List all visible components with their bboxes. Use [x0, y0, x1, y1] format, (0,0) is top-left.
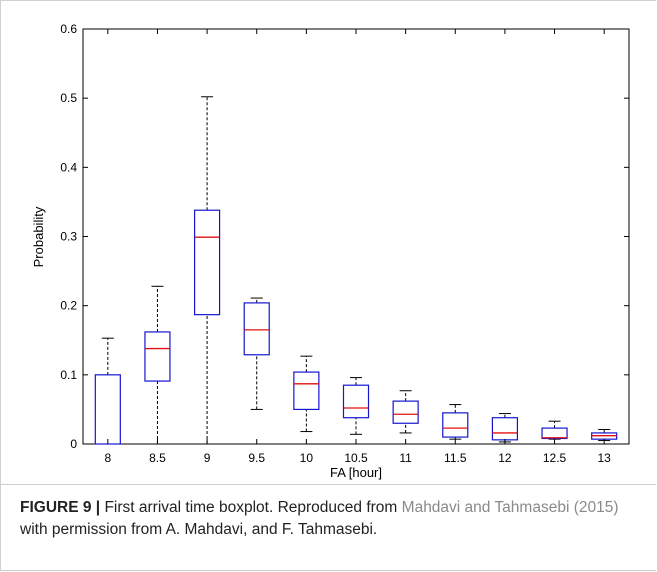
x-axis-label: FA [hour]	[330, 465, 382, 480]
iqr-box	[243, 302, 270, 356]
y-tick-label: 0.2	[60, 299, 77, 313]
box-9	[193, 96, 221, 445]
caption-label: FIGURE 9 |	[20, 499, 101, 516]
iqr-box	[293, 371, 320, 411]
y-tick-label: 0.4	[60, 160, 77, 174]
x-tick-label: 11	[399, 451, 412, 465]
y-tick-label: 0	[70, 437, 77, 451]
iqr-box	[541, 427, 568, 440]
caption-text: First arrival time boxplot. Reproduced f…	[104, 499, 398, 516]
iqr-box	[392, 400, 419, 424]
x-tick-label: 10	[300, 451, 314, 465]
x-tick-label: 9	[204, 451, 211, 465]
x-tick-label: 12.5	[543, 451, 567, 465]
plot-area	[82, 28, 630, 445]
iqr-box	[342, 384, 370, 419]
iqr-box	[442, 412, 469, 438]
x-tick-label: 12	[498, 451, 512, 465]
boxplot-chart: 0 0.1 0.2 0.3 0.4 0.5 0.6 8 8.5 9 9.5 10 10.5 11 11.5…	[31, 22, 630, 480]
y-tick-label: 0.1	[60, 368, 77, 382]
box-8.5	[144, 285, 171, 445]
x-tick-label: 11.5	[444, 451, 467, 465]
x-tick-label: 13	[598, 451, 612, 465]
box-9.5	[243, 297, 270, 410]
x-axis: 8 8.5 9 9.5 10 10.5 11 11.5 12 12.5 13	[104, 29, 611, 465]
y-axis: 0 0.1 0.2 0.3 0.4 0.5 0.6	[60, 22, 629, 451]
x-tick-label: 9.5	[248, 451, 265, 465]
y-tick-label: 0.3	[60, 230, 77, 244]
x-tick-label: 8.5	[149, 451, 166, 465]
iqr-box	[144, 331, 171, 382]
iqr-box	[193, 209, 221, 316]
caption-citation-link[interactable]: Mahdavi and Tahmasebi (2015)	[401, 499, 619, 516]
box-10.5	[342, 377, 370, 435]
y-tick-label: 0.5	[60, 91, 77, 105]
box-12.5	[541, 420, 568, 440]
plot-frame	[82, 28, 630, 445]
caption-rest: with permission from A. Mahdavi, and F. …	[20, 521, 378, 538]
box-10	[293, 355, 320, 433]
x-tick-label: 10.5	[344, 451, 368, 465]
y-axis-label: Probability	[31, 206, 46, 267]
box-11.5	[442, 404, 469, 440]
x-tick-label: 8	[104, 451, 111, 465]
box-series	[94, 96, 618, 445]
figure-caption: FIGURE 9 | First arrival time boxplot. R…	[0, 484, 656, 571]
y-tick-label: 0.6	[60, 22, 77, 36]
box-11	[392, 390, 419, 434]
